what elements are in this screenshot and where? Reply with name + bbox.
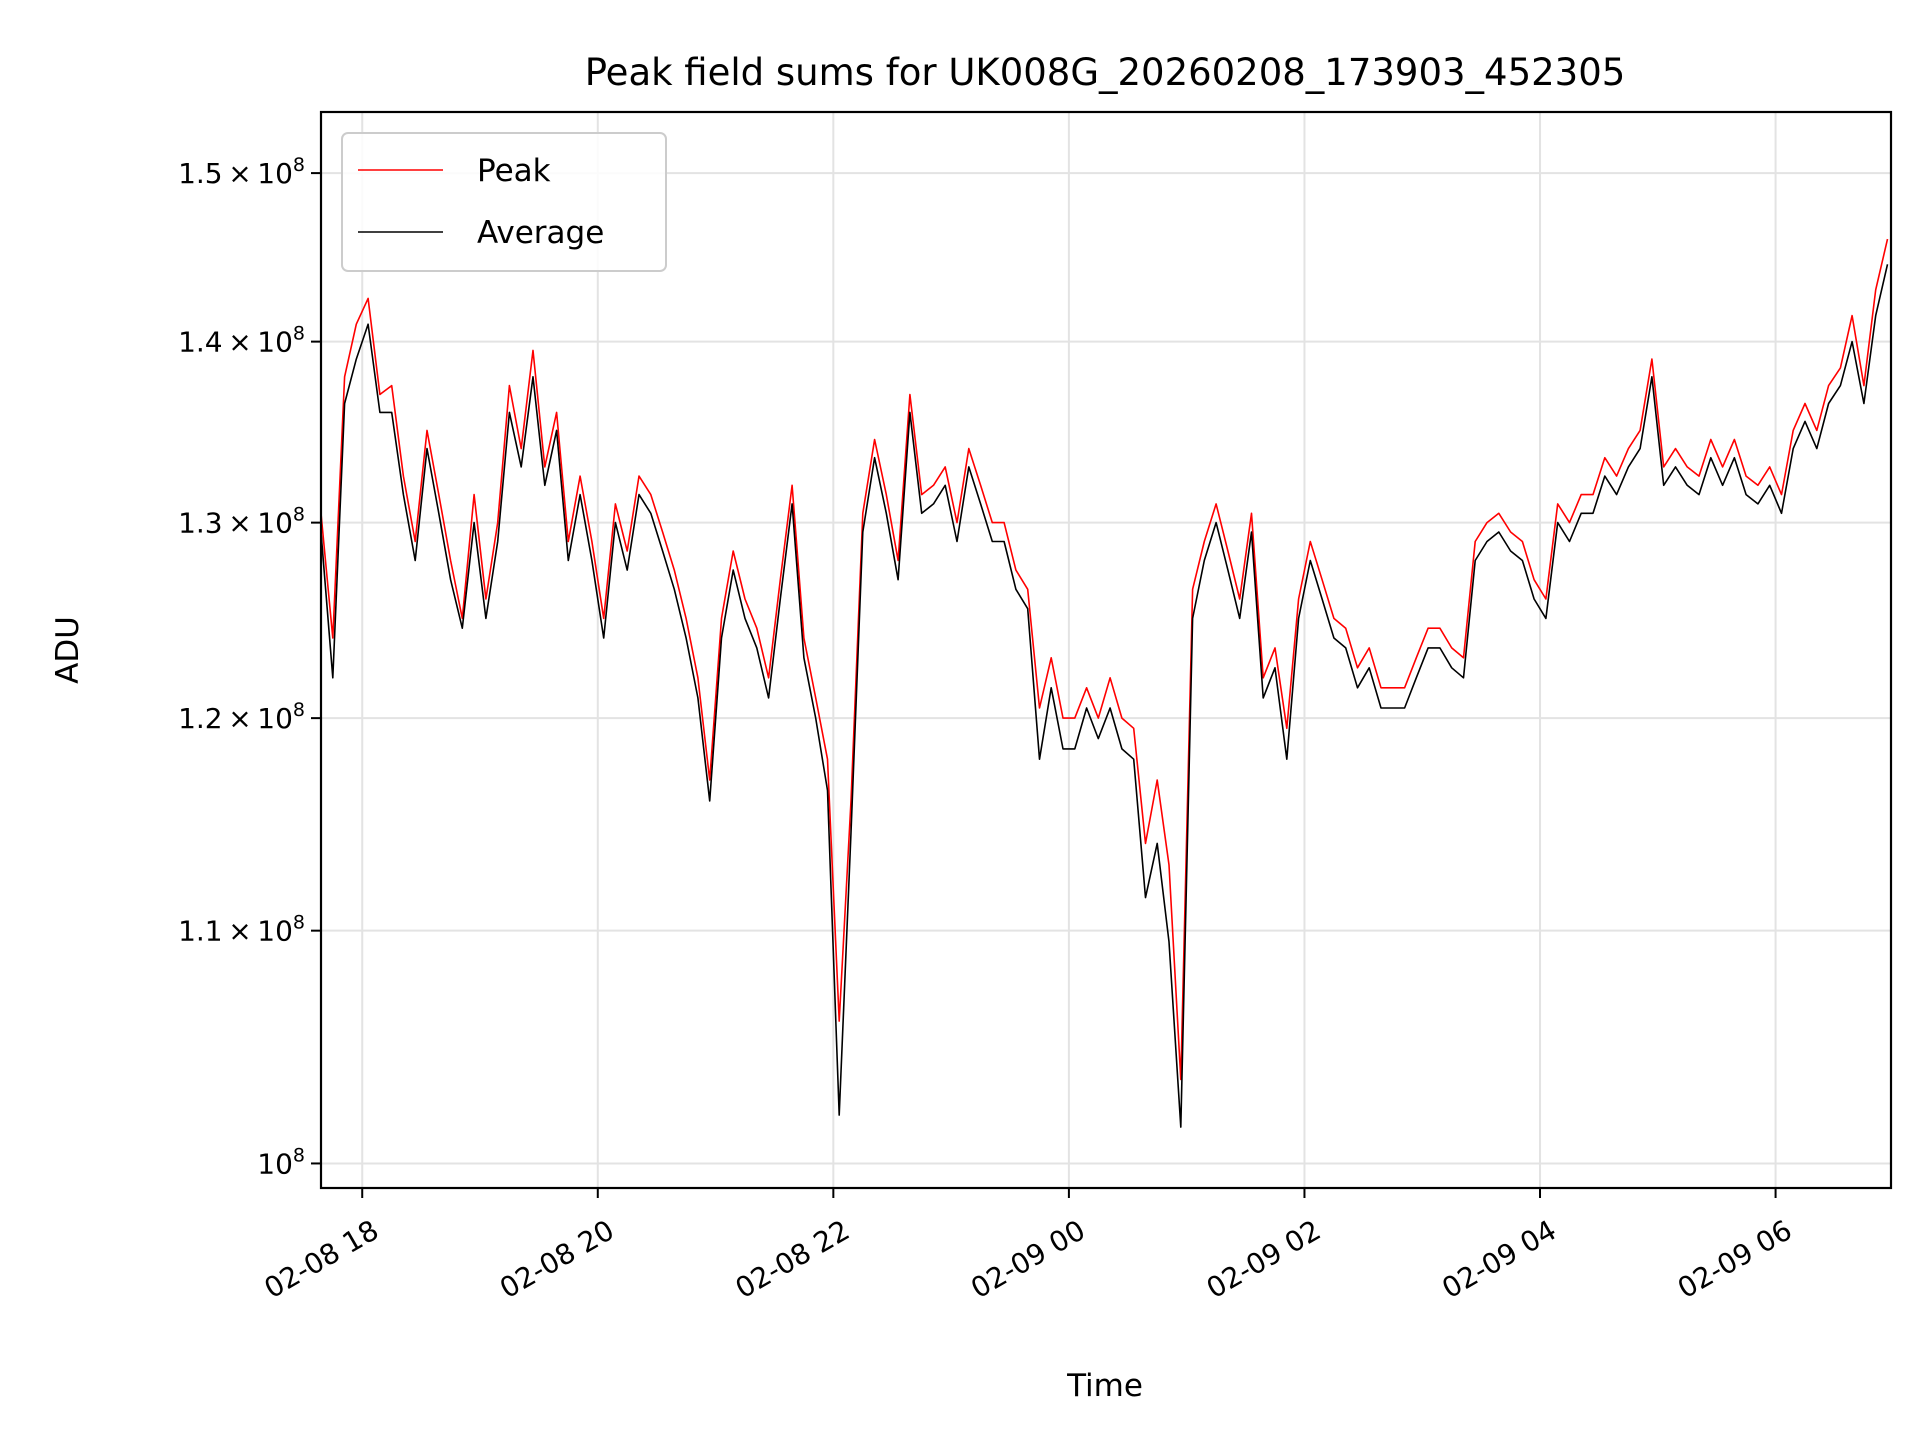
legend-label-peak: Peak bbox=[477, 153, 551, 189]
y-tick-label: 1.4 × 108 bbox=[178, 323, 305, 359]
y-tick-label: 1.2 × 108 bbox=[178, 699, 305, 735]
y-tick-label: 1.5 × 108 bbox=[178, 154, 305, 190]
series-line-peak bbox=[320, 238, 1889, 1081]
chart-title: Peak field sums for UK008G_20260208_1739… bbox=[585, 51, 1626, 94]
y-tick-label: 108 bbox=[257, 1144, 305, 1180]
legend-box bbox=[341, 132, 667, 272]
series-line-average bbox=[320, 264, 1889, 1128]
y-tick-label: 1.3 × 108 bbox=[178, 504, 305, 540]
legend: Peak Average bbox=[341, 132, 667, 272]
x-axis-label: Time bbox=[1066, 1368, 1143, 1404]
legend-label-average: Average bbox=[477, 215, 604, 251]
y-tick-label: 1.1 × 108 bbox=[178, 912, 305, 948]
plot-frame bbox=[319, 110, 1893, 1190]
series-group bbox=[320, 238, 1889, 1128]
y-axis-label: ADU bbox=[50, 616, 86, 684]
y-axis: 108 1.1 × 108 1.2 × 108 1.3 × 108 1.4 × 108 1… bbox=[178, 154, 321, 1180]
